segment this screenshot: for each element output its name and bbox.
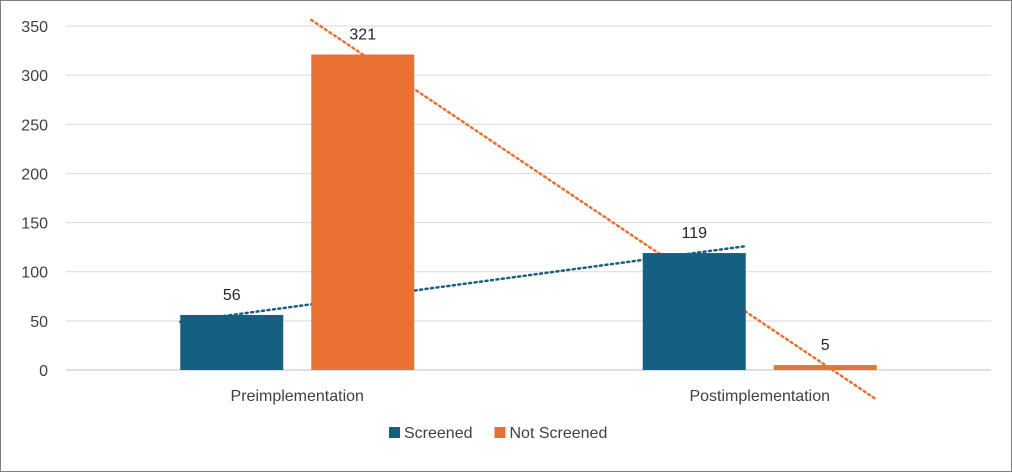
data-labels: 56 321 119 5 [223, 27, 830, 355]
y-tick-label: 50 [30, 314, 48, 331]
legend-label: Screened [404, 425, 473, 442]
legend-label: Not Screened [510, 425, 608, 442]
y-tick-label: 200 [21, 166, 48, 183]
x-axis-category-labels: Preimplementation Postimplementation [231, 388, 830, 405]
y-tick-label: 250 [21, 117, 48, 134]
bar-screened [642, 253, 746, 370]
data-label: 119 [681, 225, 707, 242]
bars [180, 54, 877, 370]
y-tick-label: 0 [39, 363, 48, 380]
y-tick-label: 300 [21, 68, 48, 85]
trendlines [179, 18, 878, 401]
category-label: Postimplementation [689, 388, 830, 405]
y-axis-tick-labels: 0 50 100 150 200 250 300 350 [21, 19, 48, 380]
category-label: Preimplementation [231, 388, 364, 405]
data-label: 321 [349, 27, 376, 44]
y-tick-label: 150 [21, 216, 48, 233]
y-tick-label: 350 [21, 19, 48, 36]
bar-screened [180, 314, 284, 370]
legend: Screened Not Screened [389, 425, 607, 442]
bar-not-screened [773, 365, 877, 370]
bar-not-screened [311, 54, 415, 370]
legend-swatch-screened [389, 427, 400, 438]
data-label: 5 [821, 337, 830, 354]
legend-swatch-not-screened [494, 427, 506, 438]
data-label: 56 [223, 287, 241, 304]
y-tick-label: 100 [21, 265, 48, 282]
trendline-not-screened [310, 18, 878, 401]
